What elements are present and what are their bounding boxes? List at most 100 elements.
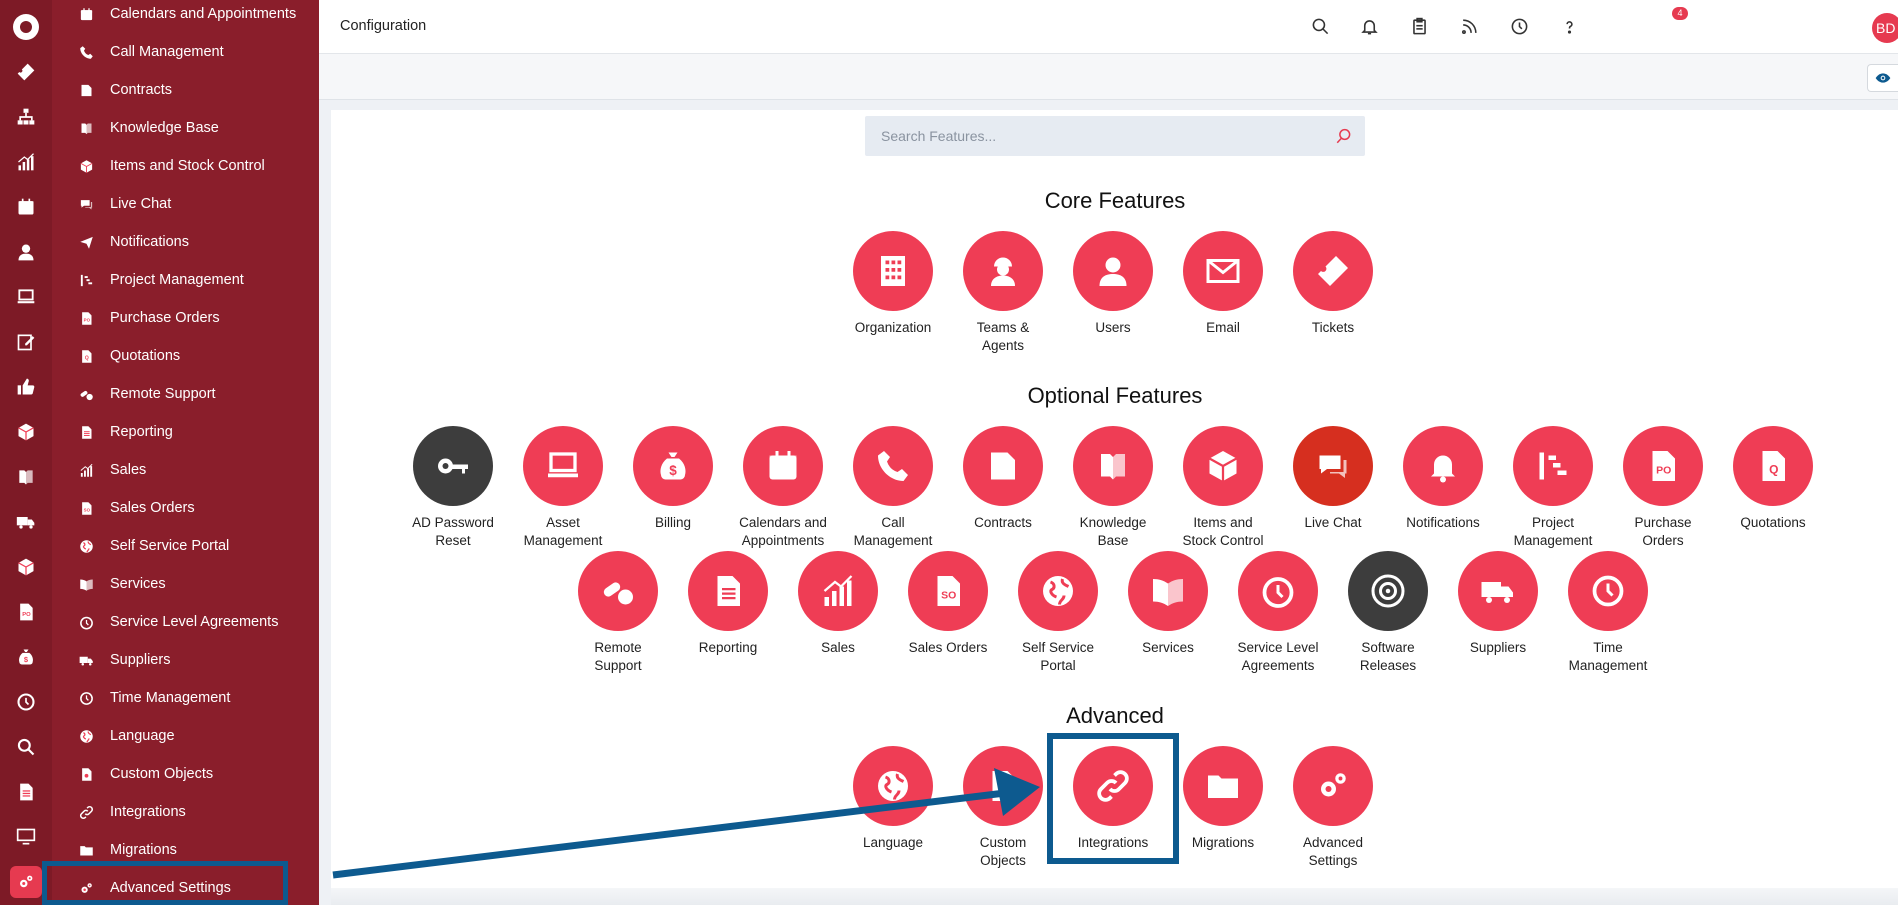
view-toggle-button[interactable]: [1867, 64, 1898, 92]
feature-language[interactable]: Language: [838, 746, 948, 852]
sidebar-item-call-management[interactable]: Call Management: [52, 36, 319, 68]
rail-user-icon[interactable]: [0, 232, 52, 272]
timer-icon[interactable]: [1238, 551, 1318, 631]
disc-icon[interactable]: [1348, 551, 1428, 631]
logo-icon[interactable]: [13, 14, 39, 40]
rail-monitor-icon[interactable]: [0, 817, 52, 857]
sidebar-item-notifications[interactable]: Notifications: [52, 226, 319, 258]
feature-knowledge-base[interactable]: Knowledge Base: [1058, 426, 1168, 550]
sidebar-item-migrations[interactable]: Migrations: [52, 834, 319, 866]
money-bag-icon[interactable]: $: [633, 426, 713, 506]
feature-service-level-agreements[interactable]: Service Level Agreements: [1223, 551, 1333, 675]
report-icon[interactable]: [688, 551, 768, 631]
search-icon[interactable]: [1309, 15, 1331, 37]
feature-integrations[interactable]: Integrations: [1058, 746, 1168, 852]
feature-services[interactable]: Services: [1113, 551, 1223, 657]
feature-billing[interactable]: $ Billing: [618, 426, 728, 532]
feature-users[interactable]: Users: [1058, 231, 1168, 337]
open-book-icon[interactable]: [1128, 551, 1208, 631]
sidebar-item-project-management[interactable]: Project Management: [52, 264, 319, 296]
rail-edit-icon[interactable]: [0, 322, 52, 362]
calendar-icon[interactable]: [743, 426, 823, 506]
rail-laptop-icon[interactable]: [0, 277, 52, 317]
quote-document-icon[interactable]: Q: [1733, 426, 1813, 506]
phone-icon[interactable]: [853, 426, 933, 506]
sidebar-item-reporting[interactable]: Reporting: [52, 416, 319, 448]
feature-live-chat[interactable]: Live Chat: [1278, 426, 1388, 532]
feature-migrations[interactable]: Migrations: [1168, 746, 1278, 852]
worker-icon[interactable]: [963, 231, 1043, 311]
feature-sales[interactable]: Sales: [783, 551, 893, 657]
feature-quotations[interactable]: Q Quotations: [1718, 426, 1828, 532]
rail-org-chart-icon[interactable]: [0, 97, 52, 137]
feature-self-service-portal[interactable]: Self Service Portal: [1003, 551, 1113, 675]
sidebar-item-live-chat[interactable]: Live Chat: [52, 188, 319, 220]
feature-notifications[interactable]: Notifications: [1388, 426, 1498, 532]
sidebar-item-quotations[interactable]: Q Quotations: [52, 340, 319, 372]
sidebar-item-time-management[interactable]: Time Management: [52, 682, 319, 714]
clipboard-icon[interactable]: [1408, 15, 1430, 37]
feature-items-and-stock-control[interactable]: Items and Stock Control: [1168, 426, 1278, 550]
search-input[interactable]: [865, 116, 1325, 156]
book-icon[interactable]: [1073, 426, 1153, 506]
feature-organization[interactable]: Organization: [838, 231, 948, 337]
sidebar-item-calendars-and-appointments[interactable]: Calendars and Appointments: [52, 0, 319, 30]
bell-icon[interactable]: [1358, 15, 1380, 37]
feature-software-releases[interactable]: Software Releases: [1333, 551, 1443, 675]
rail-thumbs-up-icon[interactable]: [0, 367, 52, 407]
chart-icon[interactable]: [798, 551, 878, 631]
sidebar-item-integrations[interactable]: Integrations: [52, 796, 319, 828]
rail-po-document-icon[interactable]: PO: [0, 592, 52, 632]
sidebar-item-self-service-portal[interactable]: Self Service Portal: [52, 530, 319, 562]
feature-call-management[interactable]: Call Management: [838, 426, 948, 550]
contract-icon[interactable]: [963, 426, 1043, 506]
feature-tickets[interactable]: Tickets: [1278, 231, 1388, 337]
rail-ticket-icon[interactable]: [0, 52, 52, 92]
po-document-icon[interactable]: PO: [1623, 426, 1703, 506]
rail-search-icon[interactable]: [0, 727, 52, 767]
feature-advanced-settings[interactable]: Advanced Settings: [1278, 746, 1388, 870]
rail-chart-icon[interactable]: [0, 142, 52, 182]
sidebar-item-remote-support[interactable]: Remote Support: [52, 378, 319, 410]
feature-contracts[interactable]: Contracts: [948, 426, 1058, 532]
rail-gears-icon[interactable]: [10, 866, 42, 898]
sidebar-item-sales[interactable]: Sales: [52, 454, 319, 486]
pills-icon[interactable]: [578, 551, 658, 631]
globe-icon[interactable]: [853, 746, 933, 826]
feature-custom-objects[interactable]: Custom Objects: [948, 746, 1058, 870]
rail-box-icon[interactable]: [0, 547, 52, 587]
feature-project-management[interactable]: Project Management: [1498, 426, 1608, 550]
help-icon[interactable]: [1558, 15, 1580, 37]
sidebar-item-items-and-stock-control[interactable]: Items and Stock Control: [52, 150, 319, 182]
truck-icon[interactable]: [1458, 551, 1538, 631]
so-document-icon[interactable]: SO: [908, 551, 988, 631]
sidebar-item-advanced-settings[interactable]: Advanced Settings: [52, 872, 319, 904]
feature-time-management[interactable]: Time Management: [1553, 551, 1663, 675]
search-icon[interactable]: [1335, 127, 1353, 145]
rail-calendar-icon[interactable]: [0, 187, 52, 227]
feature-calendars-and-appointments[interactable]: Calendars and Appointments: [728, 426, 838, 550]
clock-icon[interactable]: [1508, 15, 1530, 37]
sidebar-item-language[interactable]: Language: [52, 720, 319, 752]
user-icon[interactable]: [1073, 231, 1153, 311]
sidebar-item-knowledge-base[interactable]: Knowledge Base: [52, 112, 319, 144]
sidebar-item-suppliers[interactable]: Suppliers: [52, 644, 319, 676]
rss-icon[interactable]: [1458, 15, 1480, 37]
sidebar-item-purchase-orders[interactable]: PO Purchase Orders: [52, 302, 319, 334]
feature-reporting[interactable]: Reporting: [673, 551, 783, 657]
feature-suppliers[interactable]: Suppliers: [1443, 551, 1553, 657]
rail-report-icon[interactable]: [0, 772, 52, 812]
user-avatar[interactable]: BD: [1872, 13, 1898, 43]
chat-icon[interactable]: [1293, 426, 1373, 506]
sidebar-item-services[interactable]: Services: [52, 568, 319, 600]
feature-remote-support[interactable]: Remote Support: [563, 551, 673, 675]
custom-object-icon[interactable]: [963, 746, 1043, 826]
bell-icon[interactable]: [1403, 426, 1483, 506]
feature-teams-agents[interactable]: Teams & Agents: [948, 231, 1058, 355]
folder-icon[interactable]: [1183, 746, 1263, 826]
rail-book-icon[interactable]: [0, 457, 52, 497]
box-icon[interactable]: [1183, 426, 1263, 506]
sidebar-item-service-level-agreements[interactable]: Service Level Agreements: [52, 606, 319, 638]
gears-icon[interactable]: [1293, 746, 1373, 826]
rail-truck-icon[interactable]: [0, 502, 52, 542]
